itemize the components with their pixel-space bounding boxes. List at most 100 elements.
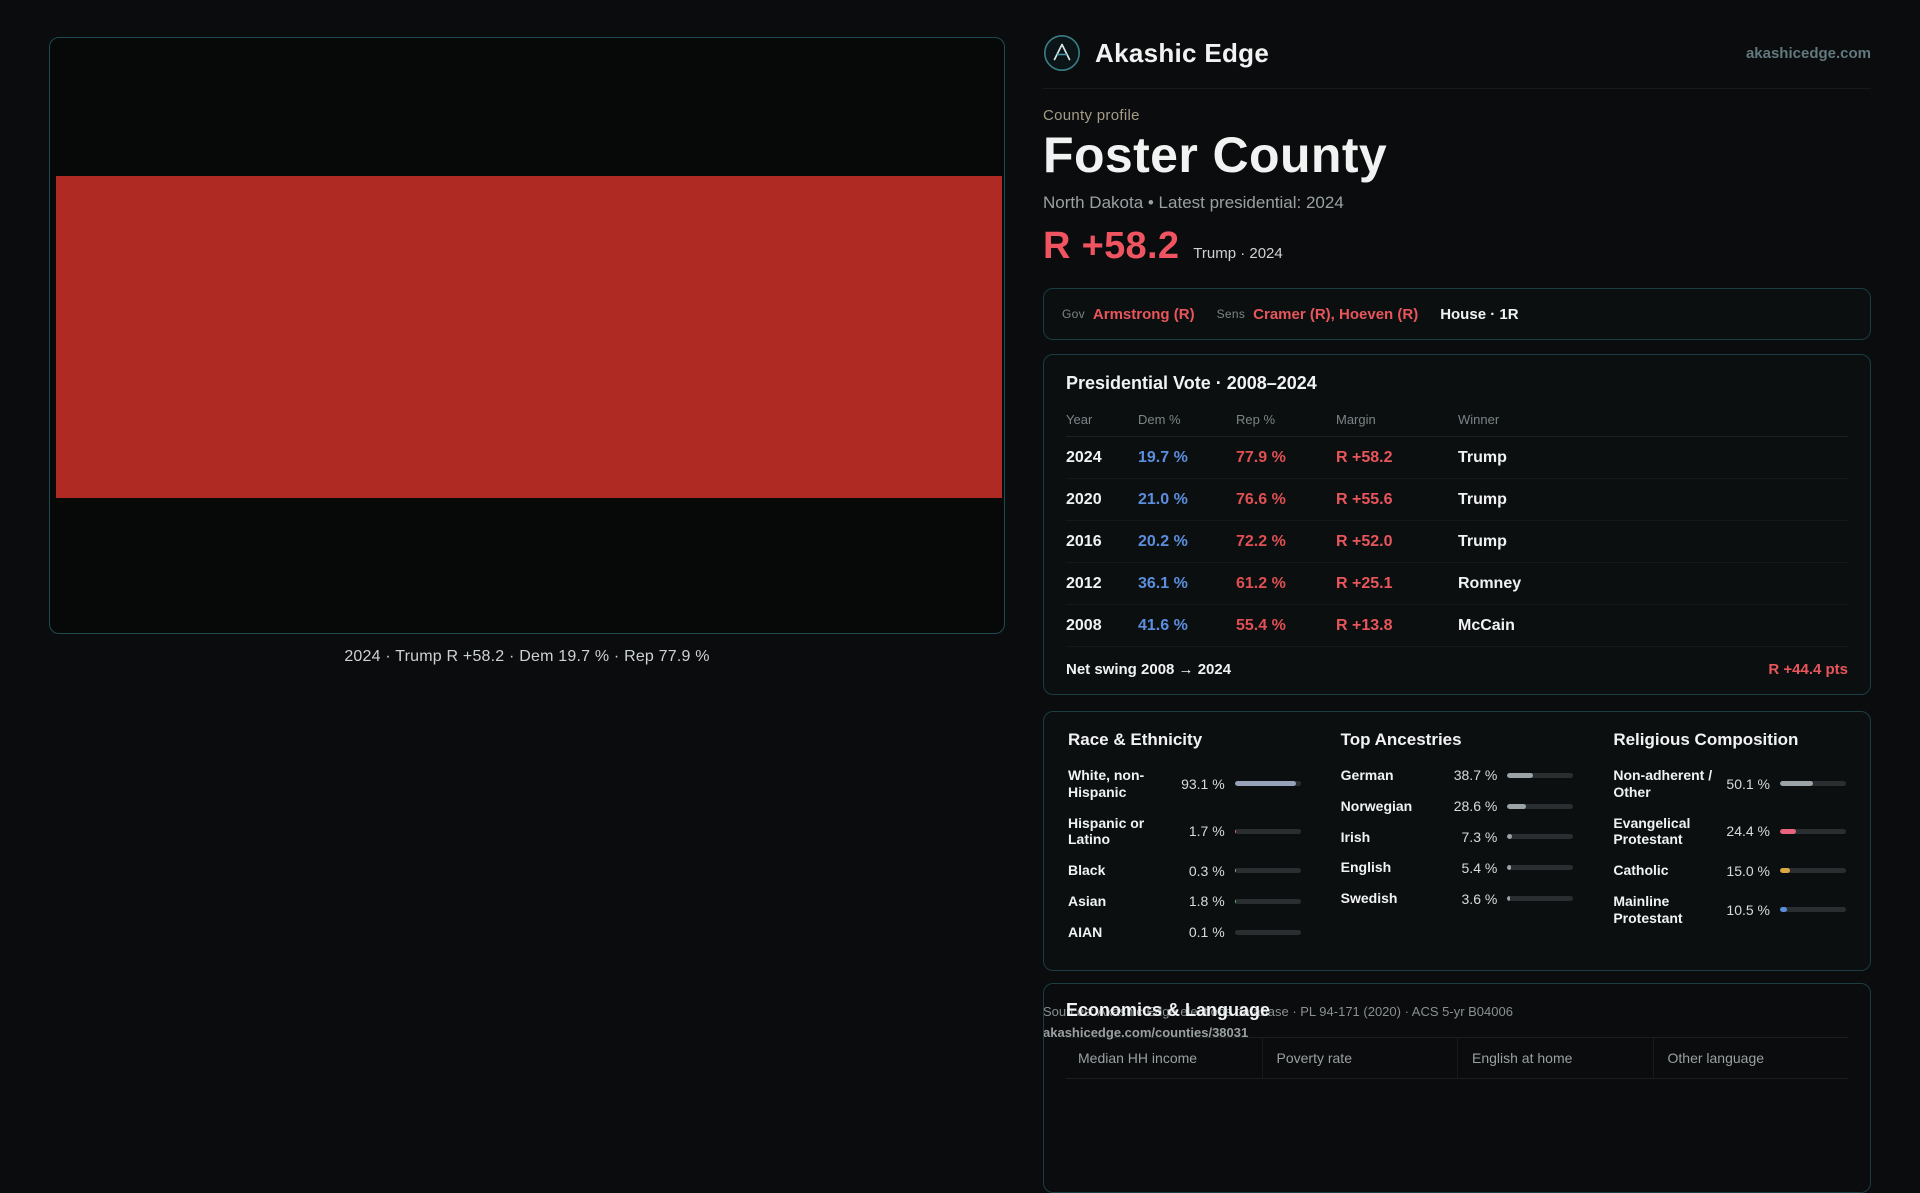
demo-label: Norwegian <box>1341 798 1444 815</box>
demo-bar <box>1780 829 1846 834</box>
demo-label: Black <box>1068 862 1179 879</box>
demo-row: German 38.7 % <box>1341 760 1574 791</box>
site-domain-link[interactable]: akashicedge.com <box>1746 45 1871 62</box>
economics-column-header: Other language <box>1653 1038 1849 1078</box>
year-cell: 2008 <box>1066 617 1138 635</box>
rep-cell: 72.2 % <box>1236 533 1336 551</box>
economics-column-header: Poverty rate <box>1262 1038 1458 1078</box>
demo-bar <box>1507 896 1573 901</box>
demo-row: English 5.4 % <box>1341 852 1574 883</box>
demo-bar-fill <box>1780 781 1813 786</box>
demo-value: 1.7 % <box>1189 823 1225 839</box>
demo-value: 10.5 % <box>1726 902 1770 918</box>
demo-label: Catholic <box>1613 862 1716 879</box>
demo-bar-fill <box>1507 896 1509 901</box>
rep-cell: 55.4 % <box>1236 617 1336 635</box>
subtitle: North Dakota • Latest presidential: 2024 <box>1043 193 1871 213</box>
demo-value: 0.1 % <box>1189 924 1225 940</box>
demo-bar <box>1235 829 1301 834</box>
net-swing-row: Net swing 2008 → 2024 R +44.4 pts <box>1066 647 1848 678</box>
table-row: 2024 19.7 % 77.9 % R +58.2 Trump <box>1066 437 1848 479</box>
demo-bar <box>1507 773 1573 778</box>
ancestry-section: Top Ancestries German 38.7 % Norwegian 2… <box>1341 730 1574 948</box>
presidential-vote-card: Presidential Vote · 2008–2024 Year Dem %… <box>1043 354 1871 695</box>
table-row: 2012 36.1 % 61.2 % R +25.1 Romney <box>1066 563 1848 605</box>
demo-row: Mainline Protestant 10.5 % <box>1613 886 1846 934</box>
demo-label: White, non-Hispanic <box>1068 767 1171 801</box>
demo-label: AIAN <box>1068 924 1179 941</box>
demographics-card: Race & Ethnicity White, non-Hispanic 93.… <box>1043 711 1871 971</box>
dem-cell: 19.7 % <box>1138 449 1236 467</box>
vote-table-header: Year Dem % Rep % Margin Winner <box>1066 406 1848 437</box>
demo-bar <box>1780 781 1846 786</box>
gov-label: Gov <box>1062 307 1085 321</box>
net-swing-value: R +44.4 pts <box>1768 661 1848 678</box>
demo-bar-fill <box>1507 834 1512 839</box>
demo-value: 5.4 % <box>1462 860 1498 876</box>
margin-cell: R +58.2 <box>1336 449 1458 467</box>
dem-cell: 41.6 % <box>1138 617 1236 635</box>
demo-label: English <box>1341 859 1452 876</box>
demo-bar <box>1507 865 1573 870</box>
race-title: Race & Ethnicity <box>1068 730 1301 750</box>
table-row: 2008 41.6 % 55.4 % R +13.8 McCain <box>1066 605 1848 647</box>
demo-value: 15.0 % <box>1726 863 1770 879</box>
demo-value: 0.3 % <box>1189 863 1225 879</box>
presidential-title: Presidential Vote · 2008–2024 <box>1066 373 1848 394</box>
county-shape <box>56 176 1002 498</box>
sens-value: Cramer (R), Hoeven (R) <box>1253 306 1418 323</box>
demo-row: Evangelical Protestant 24.4 % <box>1613 808 1846 856</box>
demo-bar-fill <box>1780 868 1790 873</box>
winner-cell: Trump <box>1458 491 1848 509</box>
winner-cell: Romney <box>1458 575 1848 593</box>
demo-bar-fill <box>1780 829 1796 834</box>
margin-cell: R +13.8 <box>1336 617 1458 635</box>
page: { "header": { "brand": "Akashic Edge", "… <box>0 0 1920 1080</box>
column-header-rep: Rep % <box>1236 412 1336 427</box>
demo-label: German <box>1341 767 1444 784</box>
demo-label: Hispanic or Latino <box>1068 815 1179 849</box>
margin-cell: R +52.0 <box>1336 533 1458 551</box>
demo-bar-fill <box>1780 907 1787 912</box>
net-swing-label: Net swing 2008 → 2024 <box>1066 661 1231 678</box>
demo-bar-fill <box>1507 865 1511 870</box>
demo-label: Asian <box>1068 893 1179 910</box>
demo-bar <box>1780 907 1846 912</box>
demo-label: Irish <box>1341 829 1452 846</box>
table-row: 2020 21.0 % 76.6 % R +55.6 Trump <box>1066 479 1848 521</box>
column-header-year: Year <box>1066 412 1138 427</box>
brand: Akashic Edge <box>1043 34 1269 72</box>
demo-row: Swedish 3.6 % <box>1341 883 1574 914</box>
dem-cell: 21.0 % <box>1138 491 1236 509</box>
demo-bar-fill <box>1235 781 1296 786</box>
winner-cell: Trump <box>1458 449 1848 467</box>
headline-margin: R +58.2 <box>1043 225 1179 268</box>
margin-cell: R +55.6 <box>1336 491 1458 509</box>
demo-bar <box>1507 834 1573 839</box>
year-cell: 2016 <box>1066 533 1138 551</box>
demo-row: Asian 1.8 % <box>1068 886 1301 917</box>
economics-header-row: Median HH income Poverty rate English at… <box>1066 1037 1848 1079</box>
table-row: 2016 20.2 % 72.2 % R +52.0 Trump <box>1066 521 1848 563</box>
demo-value: 93.1 % <box>1181 776 1225 792</box>
winner-cell: Trump <box>1458 533 1848 551</box>
brand-logo-icon[interactable] <box>1043 34 1081 72</box>
dem-cell: 20.2 % <box>1138 533 1236 551</box>
demo-value: 50.1 % <box>1726 776 1770 792</box>
headline-margin-context: Trump · 2024 <box>1193 245 1282 262</box>
eyebrow-label: County profile <box>1043 107 1871 124</box>
brand-name: Akashic Edge <box>1095 38 1269 69</box>
year-cell: 2012 <box>1066 575 1138 593</box>
demo-bar-fill <box>1507 804 1526 809</box>
demo-bar <box>1235 899 1301 904</box>
ancestry-title: Top Ancestries <box>1341 730 1574 750</box>
demo-bar-fill <box>1507 773 1533 778</box>
demo-bar <box>1235 868 1301 873</box>
headline-margin-row: R +58.2 Trump · 2024 <box>1043 225 1871 268</box>
county-map-panel <box>49 37 1005 634</box>
demo-bar-fill <box>1235 829 1236 834</box>
demo-row: Irish 7.3 % <box>1341 822 1574 853</box>
religion-title: Religious Composition <box>1613 730 1846 750</box>
demo-row: Norwegian 28.6 % <box>1341 791 1574 822</box>
officials-bar: Gov Armstrong (R) Sens Cramer (R), Hoeve… <box>1043 288 1871 340</box>
